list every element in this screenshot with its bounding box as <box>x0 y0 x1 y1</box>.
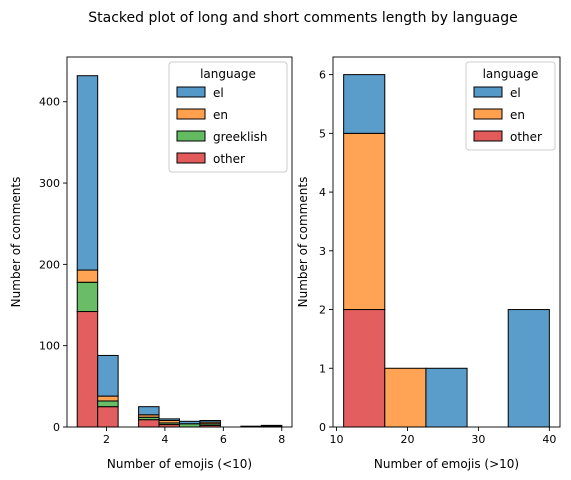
axes-frame <box>332 56 561 428</box>
legend-entry-greeklish: greeklish <box>213 130 268 144</box>
bar-el-bin-4 <box>179 420 201 425</box>
legend-box <box>465 61 556 151</box>
legend-entry-el: el <box>213 86 224 100</box>
y-tick-label: 1 <box>319 362 326 375</box>
bar-el-bin-3 <box>158 418 181 421</box>
left-histogram-panel: 2 4 6 8 0 100 200 300 400 Number of emojis (<10) N… <box>9 56 293 471</box>
bar-el-bin-0 <box>343 74 386 134</box>
legend-swatch-greeklish <box>176 130 206 142</box>
legend-swatch-el <box>473 86 503 98</box>
y-tick-label: 3 <box>319 245 326 258</box>
legend-entry-other: other <box>213 152 245 166</box>
x-tick-label: 8 <box>278 433 285 446</box>
bar-el-bin-2 <box>425 367 468 428</box>
y-tick-label: 2 <box>319 304 326 317</box>
legend-entry-en: en <box>510 108 525 122</box>
bar-other-bin-1 <box>97 406 119 428</box>
y-tick-label: 100 <box>39 340 60 353</box>
x-tick-label: 2 <box>103 433 110 446</box>
bar-greeklish-bin-0 <box>76 281 99 313</box>
y-tick-label: 5 <box>319 127 326 140</box>
legend-swatch-other <box>473 130 503 142</box>
bar-el-bin-2 <box>138 406 160 416</box>
bar-el-bin-7 <box>260 424 283 427</box>
x-axis-label: Number of emojis (<10) <box>107 457 252 471</box>
legend: language el en other <box>465 61 556 151</box>
legend-entry-en: en <box>213 108 228 122</box>
chart-title: Stacked plot of long and short comments … <box>88 10 517 26</box>
bar-el-bin-4 <box>507 309 550 428</box>
x-tick-label: 20 <box>400 433 414 446</box>
bar-other-bin-0 <box>76 311 99 428</box>
bar-greeklish-bin-1 <box>97 400 119 408</box>
bar-other-bin-0 <box>343 309 386 428</box>
right-histogram-panel: 10 20 30 40 0 1 2 3 4 5 6 Number of emojis (>10) Num… <box>296 56 561 471</box>
x-tick-label: 30 <box>471 433 485 446</box>
y-tick-label: 4 <box>319 186 326 199</box>
y-tick-label: 0 <box>53 421 60 434</box>
bar-el-bin-1 <box>97 354 119 397</box>
x-axis-label: Number of emojis (>10) <box>374 457 519 471</box>
bar-en-bin-1 <box>97 395 119 402</box>
legend-swatch-el <box>176 86 206 98</box>
bar-el-bin-5 <box>199 419 221 423</box>
y-tick-label: 400 <box>39 96 60 109</box>
bar-other-bin-2 <box>138 419 160 428</box>
axes-frame <box>66 56 293 428</box>
legend-entry-other: other <box>510 130 542 144</box>
y-axis-label: Number of comments <box>9 177 23 308</box>
bar-en-bin-1 <box>384 367 427 428</box>
y-tick-label: 300 <box>39 177 60 190</box>
y-tick-label: 200 <box>39 258 60 271</box>
legend-swatch-other <box>176 152 206 164</box>
y-tick-label: 0 <box>319 421 326 434</box>
x-tick-label: 10 <box>330 433 344 446</box>
bar-en-bin-0 <box>343 132 386 311</box>
y-axis-label: Number of comments <box>296 177 310 308</box>
legend-entry-el: el <box>510 86 521 100</box>
bar-el-bin-0 <box>76 75 99 271</box>
legend-swatch-en <box>176 108 206 120</box>
bar-en-bin-0 <box>76 269 99 283</box>
legend-title: language <box>200 67 256 81</box>
x-tick-label: 6 <box>220 433 227 446</box>
legend-title: language <box>483 67 539 81</box>
legend: language el en greeklish other <box>168 61 288 173</box>
legend-swatch-en <box>473 108 503 120</box>
x-tick-label: 4 <box>161 433 168 446</box>
x-tick-label: 40 <box>542 433 556 446</box>
y-tick-label: 6 <box>319 69 326 82</box>
